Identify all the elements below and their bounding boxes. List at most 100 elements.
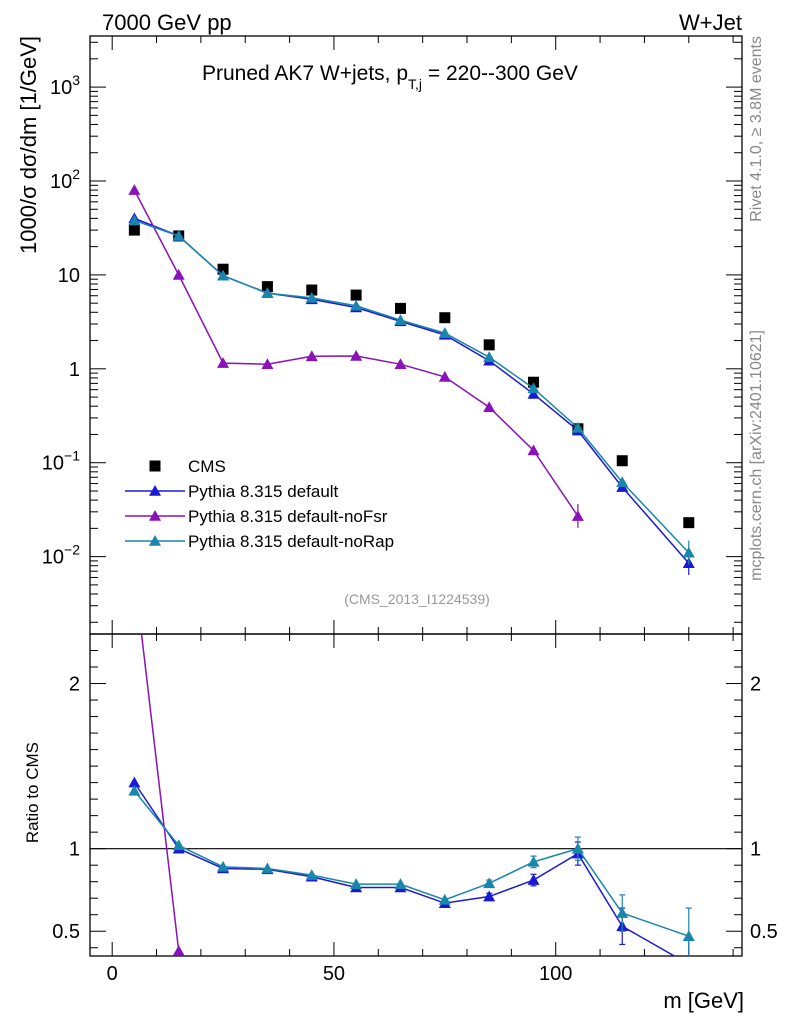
ratio-data-point (483, 890, 496, 902)
x-tick-label: 100 (539, 963, 572, 985)
chart-title-rest: = 220--300 GeV (422, 62, 578, 85)
data-point (128, 184, 141, 195)
data-point (483, 401, 496, 413)
chart-title-sub: T,j (408, 76, 422, 92)
ratio-data-point (616, 907, 629, 918)
ratio-data-point (527, 855, 540, 867)
ratio-data-point (682, 930, 695, 941)
data-point (483, 351, 496, 362)
data-point (527, 382, 540, 394)
data-point (350, 299, 363, 311)
data-point (305, 291, 318, 303)
legend-label: CMS (188, 457, 226, 476)
ratio-data-point (394, 878, 407, 889)
data-point (350, 349, 363, 361)
data-point (616, 476, 629, 488)
ratio-data-point (483, 877, 496, 889)
legend-label: Pythia 8.315 default-noFsr (188, 507, 388, 526)
data-point (683, 517, 695, 529)
ratio-data-point (217, 860, 230, 872)
ratio-data-point (172, 945, 185, 956)
legend: CMS Pythia 8.315 default Pythia 8.315 defa… (125, 457, 394, 551)
x-tick-label: 50 (323, 963, 345, 985)
rivet-version-label: Rivet 4.1.0, ≥ 3.8M events (748, 36, 765, 222)
data-point (261, 281, 273, 293)
data-point (261, 287, 274, 298)
y-tick-label: 10 (58, 265, 80, 287)
legend-label: Pythia 8.315 default-noRap (188, 532, 394, 551)
y-axis-title-main: 1000/σ dσ/dm [1/GeV] (16, 36, 41, 254)
axis-ticks (90, 36, 742, 956)
data-point (616, 455, 628, 467)
data-point (172, 229, 185, 241)
data-point (128, 224, 140, 236)
ratio-data-point (261, 862, 274, 874)
data-point (350, 289, 362, 301)
data-point (439, 312, 451, 324)
ratio-data-point (438, 893, 451, 905)
data-point (483, 339, 495, 351)
legend-item: Pythia 8.315 default-noRap (125, 532, 394, 551)
data-point (394, 358, 407, 369)
data-point (394, 302, 406, 314)
legend-marker (149, 510, 161, 521)
y-tick-label: 103 (50, 72, 80, 99)
ratio-series-line (140, 634, 180, 952)
chart-title: Pruned AK7 W+jets, pT,j = 220--300 GeV (202, 62, 578, 92)
legend-marker (149, 460, 161, 472)
ratio-y-tick-label-right: 0.5 (750, 921, 778, 943)
data-point (571, 510, 584, 521)
ratio-plot-series (90, 634, 742, 956)
ratio-series-line (133, 782, 676, 956)
mcplots-label: mcplots.cern.ch [arXiv:2401.10621] (748, 330, 765, 581)
ratio-y-tick-label: 0.5 (52, 921, 80, 943)
data-point (217, 263, 229, 275)
legend-marker (149, 485, 161, 496)
y-axis-title-ratio: Ratio to CMS (23, 742, 42, 843)
data-point (128, 214, 141, 226)
ratio-y-tick-label: 1 (69, 839, 80, 861)
data-point (527, 387, 540, 399)
y-tick-label: 10−1 (42, 448, 80, 475)
data-point (528, 376, 540, 388)
header-right-label: W+Jet (679, 10, 742, 35)
ratio-y-tick-label-right: 1 (750, 839, 761, 861)
ratio-data-point (128, 776, 141, 788)
y-tick-label: 1 (69, 359, 80, 381)
ratio-data-point (350, 878, 363, 889)
data-point (172, 268, 185, 280)
header-left-label: 7000 GeV pp (102, 10, 232, 35)
main-plot-series (128, 184, 695, 575)
data-point (261, 358, 274, 369)
ratio-data-point (172, 839, 185, 851)
series-line (134, 219, 690, 554)
data-point (682, 546, 695, 558)
data-point (571, 421, 584, 433)
y-tick-label: 10−2 (42, 542, 80, 569)
ratio-series-group (128, 634, 695, 956)
ratio-y-tick-label: 2 (69, 674, 80, 696)
ratio-data-point (305, 869, 318, 880)
ratio-data-point (571, 842, 584, 854)
ratio-data-point (527, 874, 540, 885)
data-point (217, 357, 230, 368)
data-point (217, 269, 230, 281)
y-tick-label: 102 (50, 166, 80, 193)
data-point (394, 314, 407, 325)
ratio-plot-frame (89, 633, 743, 957)
legend-item: Pythia 8.315 default-noFsr (125, 507, 388, 526)
data-point (305, 350, 318, 362)
data-point (438, 327, 451, 338)
legend-item: CMS (149, 457, 226, 476)
legend-item: Pythia 8.315 default (125, 482, 339, 501)
ratio-series-line (133, 790, 690, 937)
x-tick-label: 0 (107, 963, 118, 985)
data-point (527, 444, 540, 456)
data-point (306, 284, 318, 296)
x-axis-title: m [GeV] (663, 988, 744, 1013)
ratio-y-tick-label-right: 2 (750, 674, 761, 696)
legend-marker (149, 535, 161, 546)
ratio-data-point (128, 784, 141, 796)
